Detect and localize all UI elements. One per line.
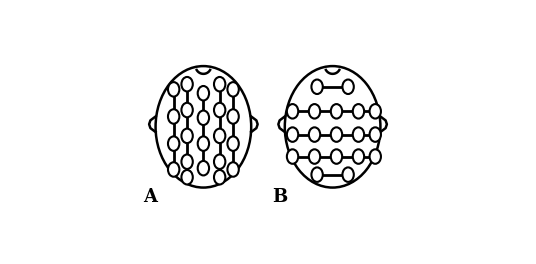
Ellipse shape [181, 103, 193, 117]
Ellipse shape [287, 149, 298, 164]
Ellipse shape [168, 82, 180, 97]
Ellipse shape [227, 162, 239, 177]
Ellipse shape [353, 149, 364, 164]
Ellipse shape [311, 167, 323, 182]
Ellipse shape [369, 127, 381, 142]
Ellipse shape [168, 136, 180, 151]
Ellipse shape [198, 86, 209, 101]
Ellipse shape [181, 129, 193, 143]
Ellipse shape [181, 170, 193, 185]
Ellipse shape [181, 77, 193, 91]
Ellipse shape [287, 104, 298, 119]
Ellipse shape [331, 127, 342, 142]
Ellipse shape [198, 111, 209, 125]
Ellipse shape [287, 127, 298, 142]
Ellipse shape [353, 127, 364, 142]
Ellipse shape [331, 149, 342, 164]
Text: B: B [272, 188, 287, 206]
Ellipse shape [309, 127, 320, 142]
Ellipse shape [369, 149, 381, 164]
Ellipse shape [198, 161, 209, 175]
Ellipse shape [168, 162, 180, 177]
Ellipse shape [214, 129, 225, 143]
Ellipse shape [311, 79, 323, 94]
Ellipse shape [343, 79, 354, 94]
Ellipse shape [309, 104, 320, 119]
Text: A: A [144, 188, 158, 206]
Ellipse shape [168, 109, 180, 124]
Ellipse shape [214, 170, 225, 185]
Ellipse shape [214, 103, 225, 117]
Ellipse shape [309, 149, 320, 164]
Ellipse shape [369, 104, 381, 119]
Ellipse shape [353, 104, 364, 119]
Ellipse shape [198, 136, 209, 151]
Ellipse shape [227, 109, 239, 124]
Ellipse shape [343, 167, 354, 182]
Ellipse shape [331, 104, 342, 119]
Ellipse shape [227, 136, 239, 151]
Ellipse shape [214, 77, 225, 91]
Ellipse shape [181, 154, 193, 169]
Ellipse shape [214, 154, 225, 169]
Ellipse shape [227, 82, 239, 97]
